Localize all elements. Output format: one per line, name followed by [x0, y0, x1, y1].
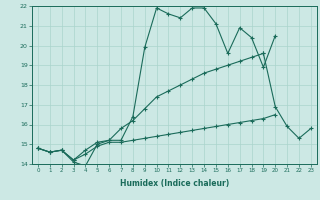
X-axis label: Humidex (Indice chaleur): Humidex (Indice chaleur) [120, 179, 229, 188]
